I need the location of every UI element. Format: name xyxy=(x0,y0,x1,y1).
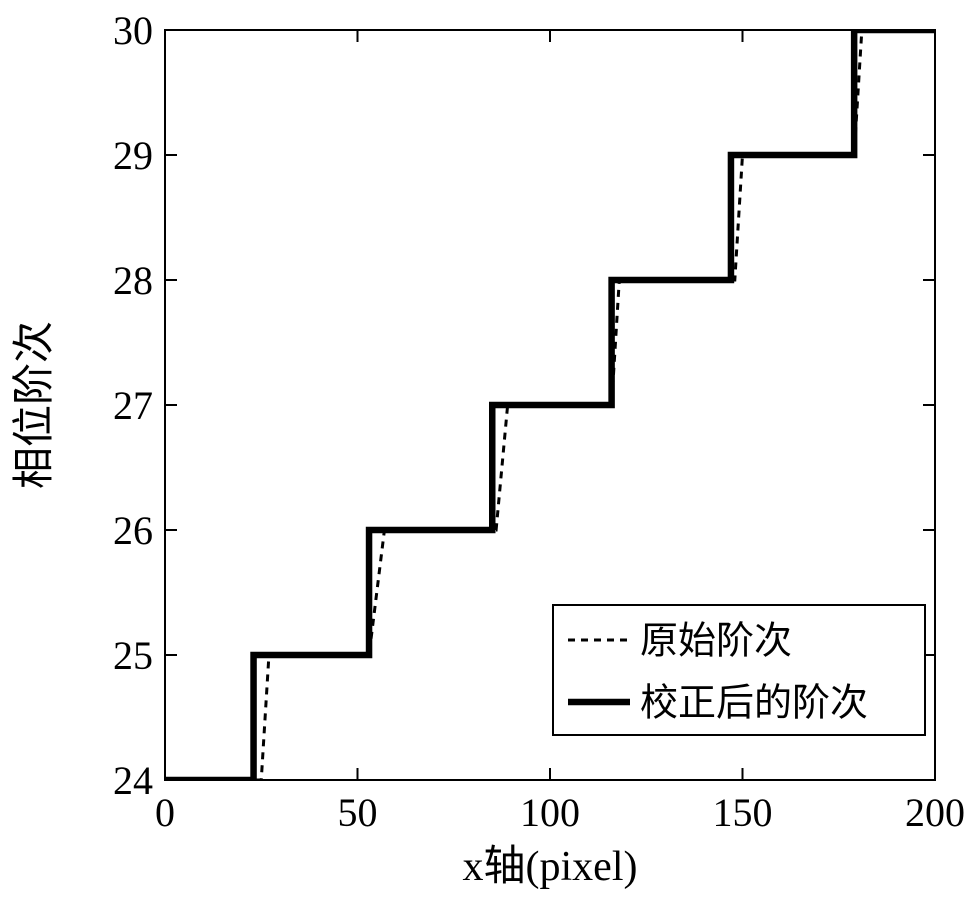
y-tick-label: 30 xyxy=(113,8,153,53)
x-tick-label: 150 xyxy=(713,790,773,835)
x-tick-label: 0 xyxy=(155,790,175,835)
step-chart: 0 50 100 150 200 24 25 26 27 28 29 30 x轴(pixel) 相位阶次原… xyxy=(0,0,966,907)
x-axis-label: x轴(pixel) xyxy=(463,844,638,890)
chart-container: 0 50 100 150 200 24 25 26 27 28 29 30 x轴(pixel) 相位阶次原… xyxy=(0,0,966,907)
legend-label-original: 原始阶次 xyxy=(640,620,792,662)
x-tick-label: 200 xyxy=(905,790,965,835)
x-tick-label: 50 xyxy=(338,790,378,835)
x-tick-label: 100 xyxy=(520,790,580,835)
y-tick-label: 26 xyxy=(113,508,153,553)
y-tick-label: 28 xyxy=(113,258,153,303)
legend-label-corrected: 校正后的阶次 xyxy=(640,682,868,724)
y-tick-label: 25 xyxy=(113,633,153,678)
y-tick-label: 27 xyxy=(113,383,153,428)
y-tick-label: 29 xyxy=(113,133,153,178)
y-axis-label: 相位阶次 xyxy=(11,321,58,489)
y-tick-label: 24 xyxy=(113,758,153,803)
